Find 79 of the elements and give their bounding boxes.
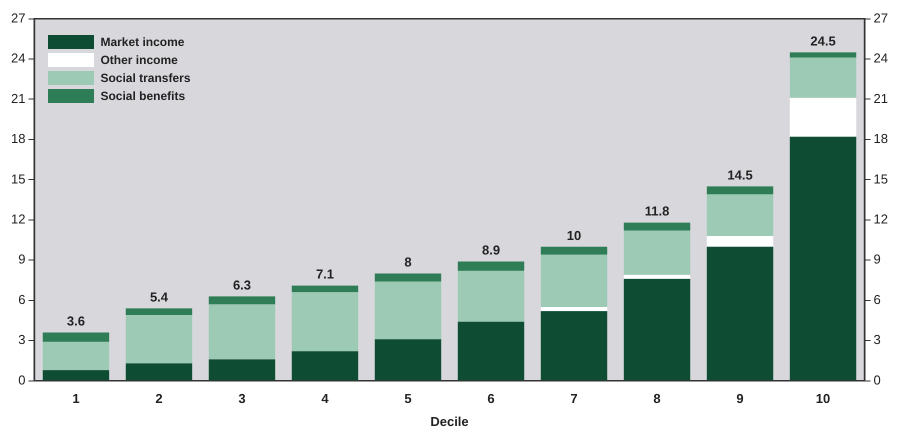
bar <box>126 308 192 316</box>
x-tick-label: 1 <box>72 391 80 406</box>
y-tick-label: 18 <box>10 131 26 146</box>
legend-label: Market income <box>100 34 184 49</box>
x-tick-label: 8 <box>653 391 661 406</box>
bar <box>126 363 192 380</box>
bar <box>540 311 608 380</box>
legend-label: Other income <box>100 52 178 67</box>
y2-tick-label: 12 <box>874 211 888 226</box>
bar <box>624 274 690 279</box>
bar <box>790 52 856 58</box>
bar <box>790 136 856 380</box>
bar <box>292 351 358 380</box>
x-tick-label: 5 <box>404 391 412 406</box>
y2-tick-label: 9 <box>874 252 881 267</box>
y2-tick-label: 24 <box>874 50 888 66</box>
x-tick-label: 9 <box>736 391 744 406</box>
x-tick-label: 10 <box>816 391 830 406</box>
bar <box>624 230 690 275</box>
y-tick-label: 27 <box>10 10 26 26</box>
bar <box>706 186 774 194</box>
bar <box>540 307 608 312</box>
bar <box>624 222 690 231</box>
bar <box>706 236 774 247</box>
bar <box>458 261 524 271</box>
total-label: 6.3 <box>232 277 252 292</box>
x-tick-label: 3 <box>238 391 246 406</box>
bar <box>42 370 110 380</box>
total-label: 8 <box>404 254 412 270</box>
x-tick-label: 4 <box>321 391 330 406</box>
x-tick-label: 2 <box>155 391 163 406</box>
total-label: 7.1 <box>316 266 334 282</box>
y-tick-label: 3 <box>18 332 26 348</box>
y-tick-label: 21 <box>10 90 26 106</box>
total-label: 24.5 <box>810 33 836 48</box>
total-label: 3.6 <box>66 314 86 329</box>
bar <box>42 332 110 342</box>
y2-tick-label: 27 <box>874 10 888 26</box>
bar <box>540 254 608 308</box>
y2-tick-label: 6 <box>874 292 881 307</box>
y2-tick-label: 0 <box>874 372 881 388</box>
y2-tick-label: 18 <box>874 131 888 146</box>
y2-tick-label: 21 <box>874 90 888 106</box>
bar <box>706 246 774 380</box>
bar <box>126 315 192 364</box>
legend-label: Social transfers <box>100 70 190 85</box>
y-tick-label: 0 <box>18 372 26 388</box>
y-tick-label: 9 <box>18 252 26 267</box>
bar <box>374 274 442 282</box>
bar <box>458 322 524 380</box>
y-tick-label: 12 <box>10 211 26 226</box>
bar <box>208 304 276 360</box>
y-tick-label: 15 <box>10 171 26 186</box>
x-tick-label: 6 <box>487 391 495 406</box>
x-axis-title: Decile <box>430 414 469 429</box>
y2-tick-label: 15 <box>874 171 888 186</box>
bar <box>374 282 442 340</box>
x-tick-label: 7 <box>570 391 578 406</box>
total-label: 8.9 <box>482 242 500 258</box>
bar <box>540 246 608 255</box>
bar <box>790 98 856 137</box>
bar <box>624 278 690 380</box>
total-label: 11.8 <box>644 204 670 219</box>
bar <box>208 296 276 304</box>
bar <box>292 292 358 352</box>
bar <box>790 58 856 98</box>
bar <box>292 286 358 292</box>
y-tick-label: 24 <box>10 50 26 66</box>
bar <box>458 270 524 322</box>
bar <box>706 194 774 236</box>
bar <box>208 359 276 380</box>
legend-label: Social benefits <box>100 88 186 103</box>
bar <box>42 342 110 370</box>
bar <box>374 339 442 380</box>
total-label: 5.4 <box>150 289 169 304</box>
y2-tick-label: 3 <box>874 332 881 348</box>
y-tick-label: 6 <box>18 292 26 307</box>
total-label: 10 <box>566 228 582 243</box>
total-label: 14.5 <box>727 167 753 182</box>
